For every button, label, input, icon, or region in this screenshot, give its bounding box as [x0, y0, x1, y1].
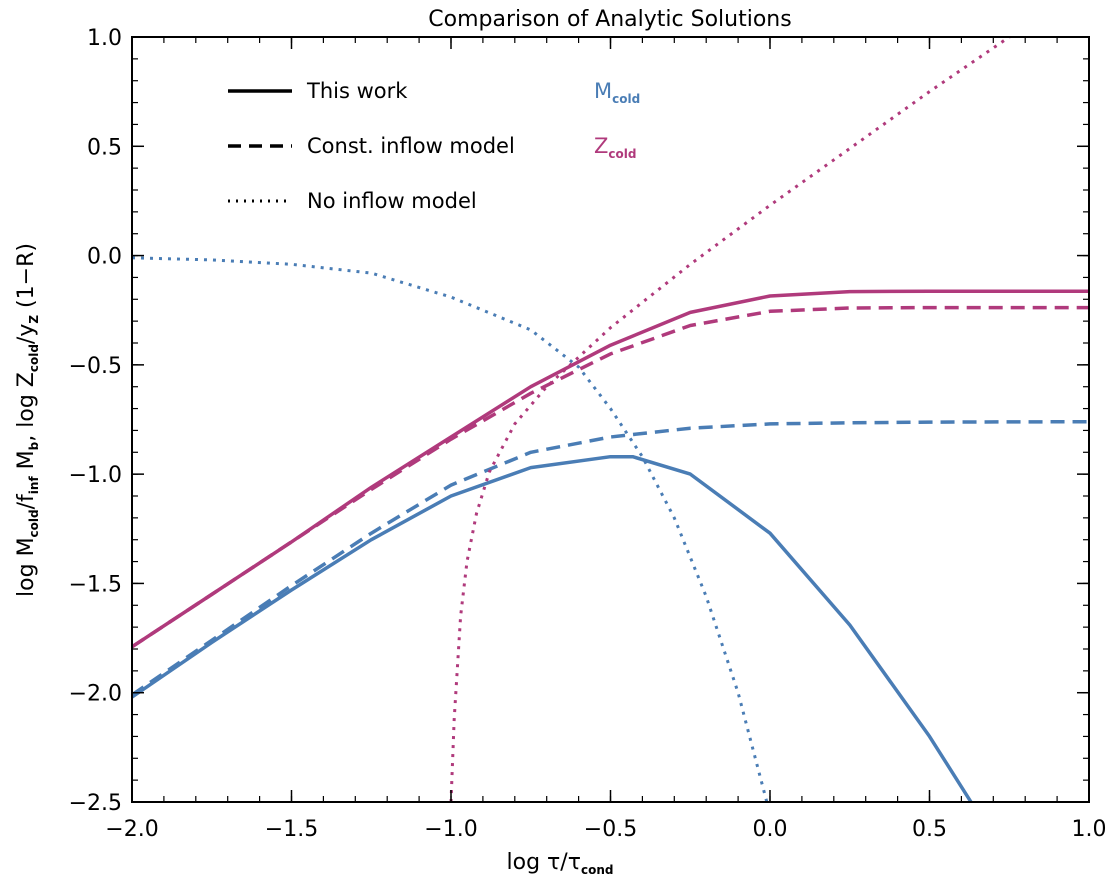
y-tick-label: −2.5 — [69, 791, 122, 816]
legend: This work Const. inflow model No inflow … — [228, 79, 640, 213]
series-line-m-cold-dashed — [132, 419, 1089, 697]
y-axis-label-part-3: M — [14, 450, 39, 476]
y-tick-label: −1.5 — [69, 572, 122, 597]
legend-label-dashed: Const. inflow model — [307, 134, 515, 158]
y-axis-label-sub-3: b — [27, 441, 41, 450]
y-axis-label-part-6: (1−R) — [14, 243, 39, 315]
y-axis-label-part-4: , log Z — [14, 372, 39, 442]
legend-color-mcold-main: M — [594, 79, 612, 103]
x-tick-label: −1.5 — [265, 817, 318, 842]
x-axis-label-main: log τ/τ — [507, 850, 581, 875]
legend-color-mcold: Mcold — [594, 79, 640, 106]
legend-color-zcold: Zcold — [594, 134, 636, 161]
y-tick-label: −1.0 — [69, 463, 122, 488]
y-axis-label-sub-2: inf — [27, 476, 41, 495]
x-tick-label: −0.5 — [584, 817, 637, 842]
x-tick-label: 1.0 — [1072, 817, 1107, 842]
tick-layer — [131, 36, 1090, 803]
chart-title: Comparison of Analytic Solutions — [428, 7, 791, 32]
legend-label-solid: This work — [306, 79, 408, 103]
series-line-z-cold-dashed — [132, 305, 1089, 649]
legend-label-dotted: No inflow model — [307, 189, 477, 213]
x-tick-label: −1.0 — [424, 817, 477, 842]
series-layer — [132, 37, 1089, 802]
x-tick-label: −2.0 — [105, 817, 158, 842]
x-axis-label: log τ/τcond — [507, 850, 614, 877]
y-axis-label: log Mcold/finf Mb, log Zcold/yZ (1−R) — [14, 243, 41, 597]
y-tick-label: −0.5 — [69, 354, 122, 379]
y-axis-label-part-2: /f — [14, 493, 39, 509]
y-axis-label-sub-1: cold — [27, 509, 41, 537]
x-tick-label: 0.5 — [912, 817, 947, 842]
y-tick-label: 0.5 — [87, 135, 122, 160]
legend-color-zcold-main: Z — [594, 134, 608, 158]
y-axis-label-sub-4: cold — [27, 344, 41, 372]
y-axis-label-sub-5: Z — [27, 315, 41, 324]
y-tick-label: −2.0 — [69, 682, 122, 707]
legend-color-mcold-sub: cold — [612, 92, 640, 106]
series-line-m-cold-dotted — [132, 256, 769, 802]
y-axis-label-part-5: /y — [14, 324, 39, 344]
series-line-z-cold-solid — [132, 289, 1089, 649]
tick-label-layer: −2.0 −1.5 −1.0 −0.5 0.0 0.5 1.0 1.0 0.5 0.0 −0.5 −1… — [69, 26, 1107, 842]
series-line-m-cold-solid — [132, 454, 973, 802]
y-tick-label: 1.0 — [87, 26, 122, 51]
x-axis-label-sub: cond — [581, 863, 614, 877]
legend-color-zcold-sub: cold — [608, 147, 636, 161]
y-tick-label: 0.0 — [87, 245, 122, 270]
x-tick-label: 0.0 — [753, 817, 788, 842]
series-line-z-cold-dotted — [449, 37, 1012, 802]
y-axis-label-part-1: log M — [14, 537, 39, 597]
